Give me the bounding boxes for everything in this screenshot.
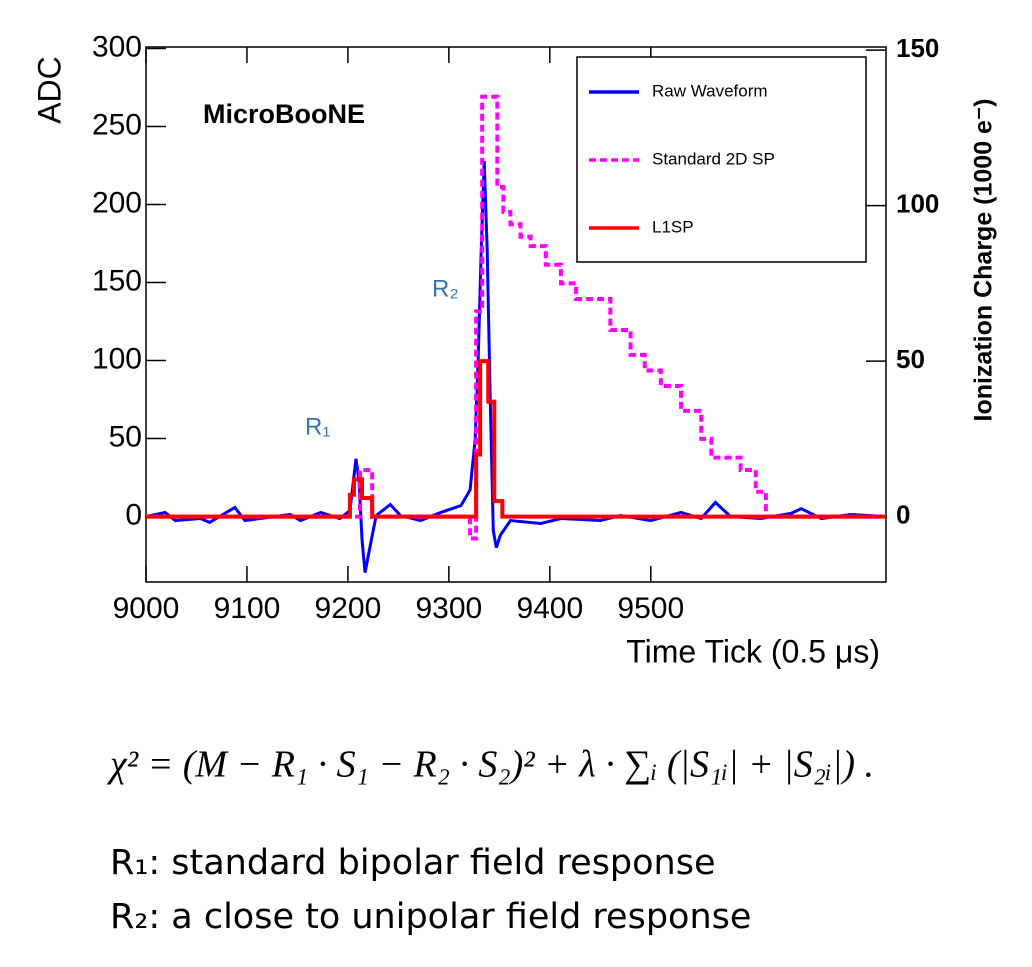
legend-label: Standard 2D SP <box>652 149 775 168</box>
experiment-label: MicroBooNE <box>203 99 365 129</box>
y2-axis-title: Ionization Charge (1000 e⁻) <box>970 99 998 422</box>
x-tick-label: 9500 <box>617 592 684 625</box>
x-tick-label: 9400 <box>516 592 583 625</box>
y-axis-title: ADC <box>31 56 67 124</box>
series-line <box>146 359 886 519</box>
x-tick-label: 9000 <box>113 592 180 625</box>
y-tick-label: 150 <box>92 264 142 297</box>
y-tick-label: 250 <box>92 108 142 141</box>
y-tick-label: 100 <box>92 342 142 375</box>
equation: χ² = (M − R₁ · S₁ − R₂ · S₂)² + λ · ∑ᵢ (… <box>106 744 874 786</box>
note: R₁: standard bipolar field response <box>110 843 716 883</box>
legend-label: L1SP <box>652 217 694 236</box>
y-tick-label: 300 <box>92 30 142 63</box>
y-tick-label: 200 <box>92 186 142 219</box>
plot-frame <box>145 46 887 583</box>
x-tick-label: 9100 <box>214 592 281 625</box>
series-line <box>146 94 886 541</box>
y2-tick-label: 100 <box>896 189 939 219</box>
x-tick-label: 9300 <box>415 592 482 625</box>
legend-label: Raw Waveform <box>652 81 768 100</box>
y-tick-label: 50 <box>109 420 142 453</box>
y2-tick-label: 50 <box>896 344 925 374</box>
x-axis-title: Time Tick (0.5 μs) <box>626 633 880 669</box>
r1-label: R₁ <box>305 413 330 440</box>
x-tick-label: 9200 <box>315 592 382 625</box>
note: R₂: a close to unipolar field response <box>110 897 751 937</box>
y2-tick-label: 0 <box>896 500 910 530</box>
y-tick-label: 0 <box>125 498 142 531</box>
r2-label: R₂ <box>432 275 459 302</box>
y2-tick-label: 150 <box>896 33 939 63</box>
